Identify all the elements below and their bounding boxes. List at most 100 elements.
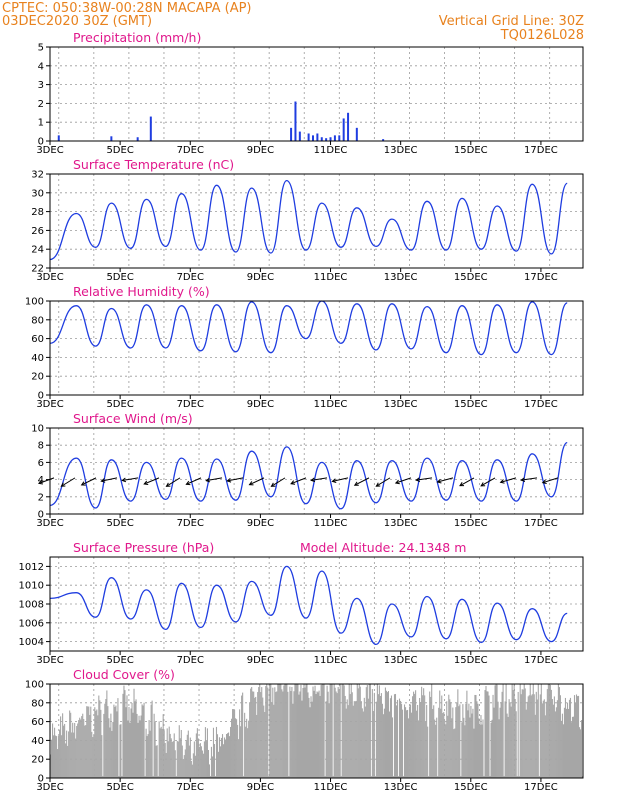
x-tick-label: 11DEC [314, 655, 348, 666]
wind-arrow [271, 477, 286, 487]
cloud-bar [177, 741, 179, 778]
cloud-bar [270, 684, 272, 778]
cloud-bar [167, 741, 169, 778]
cloud-bar [54, 727, 56, 778]
panel-title: Relative Humidity (%) [73, 284, 210, 299]
cloud-bar [157, 776, 159, 778]
cloud-bar [556, 700, 558, 778]
panel-precip: 0 1 2 3 4 5 3DEC 5DEC 7DEC 9DEC 11DEC 13DEC 15DEC 17D… [36, 30, 584, 156]
cloud-bar [179, 738, 181, 778]
cloud-bar [175, 776, 177, 778]
cloud-bar [302, 688, 304, 778]
cloud-bar [103, 713, 105, 778]
cloud-bar [160, 726, 162, 778]
cloud-bar [118, 776, 120, 778]
cloud-bar [537, 684, 539, 778]
cloud-bar [128, 706, 130, 778]
panel-frame [49, 427, 584, 515]
y-tick-label: 100 [25, 297, 44, 308]
cloud-bar [475, 694, 477, 778]
x-tick-label: 7DEC [177, 145, 204, 156]
cloud-bar [414, 693, 416, 778]
wind-arrow-head [270, 482, 276, 487]
wind-arrow [542, 477, 559, 484]
cloud-bar [487, 691, 489, 778]
precip-bar [325, 138, 328, 141]
cloud-bar [150, 704, 152, 778]
cloud-bar [399, 700, 402, 778]
cloud-bar [203, 741, 205, 778]
panel-temp: 22 24 26 28 30 32 3DEC 5DEC 7DEC 9DEC 11DEC 13DEC 15… [31, 157, 584, 283]
y-tick-label: 100 [25, 680, 44, 691]
wind-arrow [186, 477, 202, 485]
wind-arrow [249, 477, 265, 486]
wind-arrow [122, 477, 139, 481]
cloud-bar [235, 718, 237, 778]
cloud-bar [577, 695, 580, 778]
cloud-bar [456, 702, 458, 778]
cloud-bar [93, 735, 95, 778]
cloud-bar [212, 727, 215, 778]
y-tick-label: 60 [31, 334, 44, 345]
cloud-bar [314, 685, 316, 778]
cloud-bar [273, 704, 275, 778]
cloud-bar [242, 692, 244, 778]
cloud-bar [408, 718, 410, 778]
cloud-bar [496, 684, 498, 778]
cloud-bar [481, 724, 483, 778]
precip-bar [136, 137, 139, 141]
cloud-bar [210, 746, 213, 778]
cloud-bar [154, 721, 156, 778]
x-tick-label: 17DEC [524, 272, 558, 283]
cloud-bar [430, 696, 432, 778]
x-tick-label: 15DEC [454, 272, 488, 283]
panel-frame [49, 683, 584, 779]
cloud-bar [447, 715, 449, 778]
cloud-bar [319, 695, 321, 778]
cloud-bar [261, 687, 263, 778]
x-tick-label: 17DEC [524, 655, 558, 666]
cloud-bar [291, 686, 293, 778]
cloud-bar [562, 724, 564, 778]
cloud-bar [60, 716, 62, 778]
cloud-bar [411, 712, 413, 778]
cloud-bar [211, 756, 214, 778]
cloud-bar [466, 690, 468, 778]
wind-arrow [144, 477, 160, 485]
cloud-bar [324, 776, 326, 778]
cloud-bar [141, 704, 143, 778]
cloud-bar [219, 746, 222, 778]
cloud-bar [570, 722, 573, 778]
wind-arrow [311, 477, 328, 481]
cloud-bar [338, 689, 340, 778]
x-tick-label: 13DEC [384, 399, 418, 410]
cloud-bar [484, 690, 486, 778]
y-tick-label: 4 [38, 61, 44, 72]
cloud-bar [331, 684, 333, 778]
cloud-bar [162, 714, 164, 778]
wind-arrow [354, 477, 370, 486]
cloud-bar [389, 698, 392, 778]
cloud-bar [571, 716, 574, 778]
x-tick-label: 13DEC [384, 145, 418, 156]
cloud-bar [86, 706, 88, 778]
cloud-bar [483, 776, 485, 778]
cloud-bar [347, 705, 349, 778]
y-tick-label: 28 [31, 207, 44, 218]
cloud-bar [506, 713, 508, 778]
cloud-bar [397, 776, 400, 778]
cloud-bar [418, 720, 420, 778]
cloud-bar [459, 704, 461, 778]
cloud-bar [269, 684, 271, 778]
cloud-bar [169, 733, 171, 778]
cloud-bar [206, 728, 208, 778]
wind-arrow-head [331, 478, 337, 483]
y-tick-label: 1012 [19, 562, 44, 573]
cloud-bar [343, 685, 345, 778]
cloud-bar [121, 776, 123, 778]
x-tick-label: 3DEC [36, 399, 63, 410]
cloud-bar [362, 711, 364, 778]
y-tick-label: 0 [38, 391, 44, 402]
cloud-bar [240, 726, 242, 778]
cloud-bar [516, 776, 518, 778]
